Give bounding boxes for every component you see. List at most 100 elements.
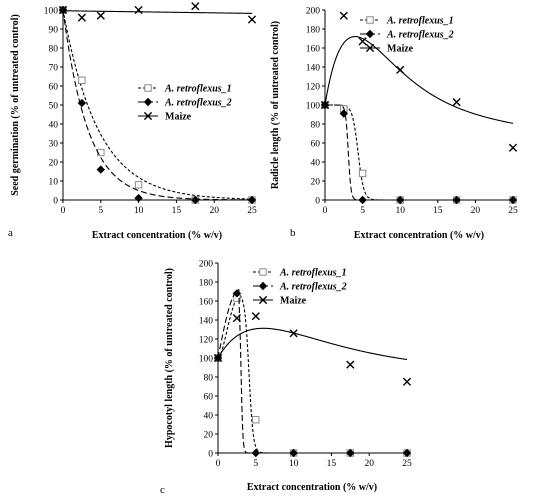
data-point — [191, 2, 200, 11]
x-tick-label: 20 — [364, 459, 374, 469]
data-point — [508, 195, 518, 205]
series-line — [325, 104, 513, 201]
data-point — [247, 195, 257, 205]
x-tick-label: 0 — [216, 459, 221, 469]
data-point — [358, 169, 367, 178]
x-tick-label: 5 — [98, 206, 103, 216]
y-tick-label: 200 — [199, 259, 214, 269]
x-tick-label: 25 — [508, 206, 518, 216]
y-tick-label: 80 — [204, 373, 214, 383]
y-tick-label: 0 — [53, 196, 58, 206]
series-maize — [213, 312, 412, 386]
y-axis-label: Hypocotyl length (% of untreated control… — [164, 268, 175, 448]
x-tick-label: 20 — [209, 206, 219, 216]
legend-label: A. retroflexus_1 — [279, 268, 347, 279]
x-tick-label: 0 — [323, 206, 328, 216]
legend: A. retroflexus_1 A. retroflexus_2 Maize — [360, 16, 454, 55]
data-point — [358, 37, 367, 46]
data-point — [77, 13, 86, 22]
data-point — [358, 195, 367, 205]
y-tick-label: 50 — [49, 101, 59, 111]
y-tick-label: 200 — [306, 6, 321, 16]
data-point — [320, 100, 330, 110]
y-tick-label: 100 — [44, 6, 59, 16]
series-line — [217, 327, 408, 361]
data-point — [396, 195, 405, 205]
y-tick-label: 10 — [49, 177, 59, 187]
series-maize — [320, 11, 518, 152]
data-point — [232, 289, 242, 298]
data-point — [191, 195, 200, 205]
data-point — [58, 5, 68, 15]
data-point — [452, 98, 461, 107]
data-point — [339, 109, 348, 118]
y-tick-label: 70 — [49, 63, 59, 73]
legend-label: A. retroflexus_2 — [164, 98, 232, 109]
legend-marker — [365, 29, 375, 39]
series-line — [324, 36, 514, 124]
series-line — [217, 292, 407, 454]
y-tick-label: 100 — [199, 354, 214, 364]
data-point — [134, 5, 143, 15]
data-point — [508, 143, 518, 152]
y-tick-label: 40 — [49, 120, 59, 130]
y-tick-label: 140 — [199, 316, 214, 326]
y-tick-label: 180 — [199, 278, 214, 288]
data-point — [252, 416, 260, 424]
x-tick-label: 5 — [360, 206, 365, 216]
y-tick-label: 20 — [311, 177, 321, 187]
legend-label: A. retroflexus_2 — [386, 30, 454, 41]
y-tick-label: 80 — [49, 44, 59, 54]
data-point — [346, 360, 355, 369]
data-point — [213, 353, 223, 363]
data-point — [396, 65, 405, 74]
data-point — [134, 181, 143, 189]
series-a-retroflexus-2 — [213, 288, 412, 458]
y-tick-label: 40 — [311, 158, 321, 168]
x-tick-label: 0 — [61, 206, 66, 216]
legend-marker — [143, 111, 153, 121]
series-a-retroflexus-1 — [214, 292, 411, 457]
chart-panel-c: 0 20 40 60 80 100 120 140 160 180 200 0 5 10 15 20 25 Ext… — [160, 259, 412, 496]
data-point — [96, 165, 105, 174]
legend-label: Maize — [280, 296, 307, 307]
x-tick-label: 25 — [247, 206, 257, 216]
data-point — [452, 195, 461, 205]
y-tick-label: 60 — [49, 82, 59, 92]
x-tick-label: 15 — [327, 459, 337, 469]
data-point — [402, 448, 412, 458]
panel-letter: a — [8, 227, 13, 239]
x-tick-label: 10 — [395, 206, 405, 216]
data-point — [251, 448, 260, 458]
series-line — [325, 104, 513, 201]
legend-marker — [258, 281, 268, 291]
data-point — [289, 329, 298, 338]
x-tick-label: 10 — [289, 459, 299, 469]
legend-marker — [258, 295, 268, 305]
x-tick-label: 15 — [172, 206, 182, 216]
y-tick-label: 0 — [208, 449, 213, 459]
legend-marker — [259, 268, 267, 276]
legend: A. retroflexus_1 A. retroflexus_2 Maize — [138, 84, 232, 123]
y-axis-label: Seed germination (% of untreated control… — [10, 14, 21, 196]
series-line — [62, 10, 253, 14]
y-tick-label: 120 — [199, 335, 214, 345]
series-line — [62, 9, 253, 200]
data-point — [251, 312, 260, 321]
data-point — [232, 314, 241, 323]
legend-marker — [365, 43, 375, 53]
legend-marker — [143, 97, 153, 107]
y-tick-label: 40 — [204, 411, 214, 421]
series-line — [62, 9, 252, 201]
y-tick-label: 90 — [49, 25, 59, 35]
y-tick-label: 180 — [306, 25, 321, 35]
data-point — [289, 448, 298, 458]
data-point — [78, 76, 86, 84]
panel-letter: c — [160, 484, 165, 496]
data-point — [247, 15, 257, 24]
y-tick-label: 80 — [311, 120, 321, 130]
series-maize — [58, 2, 257, 24]
y-tick-label: 20 — [49, 158, 59, 168]
y-axis-label: Radicle length (% of untreated control) — [270, 21, 281, 189]
legend-marker — [144, 84, 152, 92]
